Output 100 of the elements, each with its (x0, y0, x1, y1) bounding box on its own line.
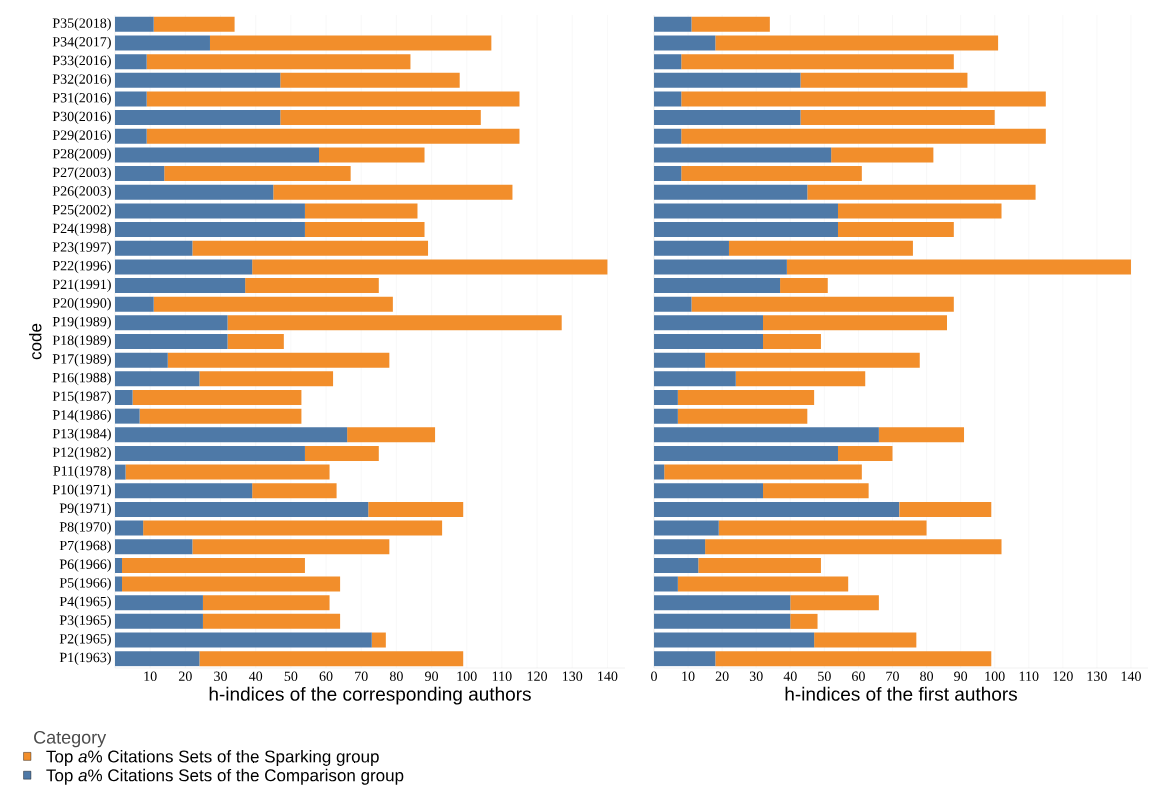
bar (115, 184, 274, 200)
y-tick-label: P23(1997) (52, 241, 111, 255)
bar (691, 16, 770, 32)
bar (115, 110, 281, 126)
bar (139, 408, 302, 424)
bar (115, 501, 369, 517)
bar (115, 371, 200, 387)
bar (115, 427, 348, 443)
x-tick-label: 30 (214, 671, 227, 681)
bar (245, 278, 379, 294)
y-tick-label: P13(1984) (52, 428, 111, 442)
y-tick-label: P24(1998) (52, 223, 111, 236)
bar (209, 35, 492, 51)
bar (654, 72, 801, 88)
x-tick-label: 120 (527, 671, 548, 681)
bar (115, 352, 168, 368)
bar (115, 520, 144, 536)
bar (654, 371, 736, 387)
bar (115, 259, 253, 275)
bar (654, 240, 729, 256)
bar (202, 613, 341, 629)
bar (654, 483, 764, 499)
bar (654, 16, 692, 32)
bar (654, 445, 838, 461)
bar (654, 539, 706, 555)
bar (878, 427, 965, 443)
x-tick-label: 0 (651, 671, 657, 681)
x-tick-label: 30 (749, 671, 763, 681)
x-axis-title: h-indices of the corresponding authors (209, 686, 531, 705)
bar (677, 576, 849, 592)
bar (115, 72, 281, 88)
bar (304, 445, 379, 461)
bar (115, 222, 305, 238)
y-tick-label: P32(2016) (52, 73, 111, 87)
y-tick-label: P12(1982) (52, 447, 111, 460)
bar (115, 483, 253, 499)
bar (698, 557, 821, 573)
bar (368, 501, 464, 517)
y-tick-label: P3(1965) (59, 615, 111, 628)
bar (153, 296, 393, 312)
x-axis-title: h-indices of the first authors (785, 686, 1017, 701)
bar (115, 539, 193, 555)
bar (691, 296, 954, 312)
bar (654, 203, 838, 219)
y-tick-label: P35(2018) (52, 17, 111, 31)
x-tick-label: 80 (920, 671, 934, 681)
y-tick-label: P19(1989) (52, 316, 111, 330)
bar (705, 539, 1002, 555)
y-tick-label: P6(1966) (59, 559, 111, 572)
bar (115, 445, 305, 461)
bar (153, 16, 235, 32)
x-tick-label: 90 (954, 671, 968, 681)
bar (252, 259, 608, 275)
bar (837, 222, 954, 238)
bar (319, 147, 425, 163)
bar (807, 184, 1036, 200)
bar (115, 576, 123, 592)
bar (115, 651, 200, 667)
legend-title: Category (34, 730, 107, 748)
bar (146, 128, 520, 144)
bar (125, 464, 330, 480)
x-tick-label: 50 (284, 671, 298, 681)
bar (122, 576, 341, 592)
y-tick-label: P30(2016) (52, 111, 111, 124)
x-tick-label: 10 (682, 671, 695, 681)
x-tick-label: 130 (562, 671, 583, 681)
bar (227, 334, 284, 350)
bar (718, 520, 927, 536)
bar (654, 651, 716, 667)
x-tick-label: 100 (457, 671, 477, 681)
x-tick-label: 40 (248, 671, 263, 681)
y-tick-label: P28(2009) (52, 148, 111, 162)
y-tick-label: P33(2016) (52, 55, 111, 68)
x-tick-label: 120 (1053, 671, 1073, 681)
bar (115, 91, 147, 107)
bar (167, 352, 390, 368)
bar (654, 427, 879, 443)
bar (681, 128, 1046, 144)
y-tick-label: P16(1988) (52, 372, 111, 386)
x-tick-label: 10 (144, 671, 157, 681)
bar (654, 54, 682, 70)
x-tick-label: 110 (1019, 671, 1039, 681)
y-tick-label: P17(1989) (52, 353, 111, 367)
x-tick-label: 140 (1121, 671, 1141, 681)
bar (347, 427, 436, 443)
x-tick-label: 80 (389, 671, 403, 681)
bar (304, 222, 425, 238)
bar (800, 110, 995, 126)
bar (837, 203, 1002, 219)
y-tick-label: P5(1966) (59, 577, 111, 591)
y-tick-label: P21(1991) (52, 279, 111, 292)
bar (192, 539, 390, 555)
bar (115, 166, 165, 182)
x-tick-label: 90 (425, 671, 439, 681)
bar (837, 445, 893, 461)
bar (790, 595, 879, 611)
bar (115, 203, 305, 219)
y-tick-label: P31(2016) (52, 92, 111, 106)
y-tick-label: P10(1971) (52, 484, 111, 498)
x-tick-label: 140 (598, 671, 618, 681)
